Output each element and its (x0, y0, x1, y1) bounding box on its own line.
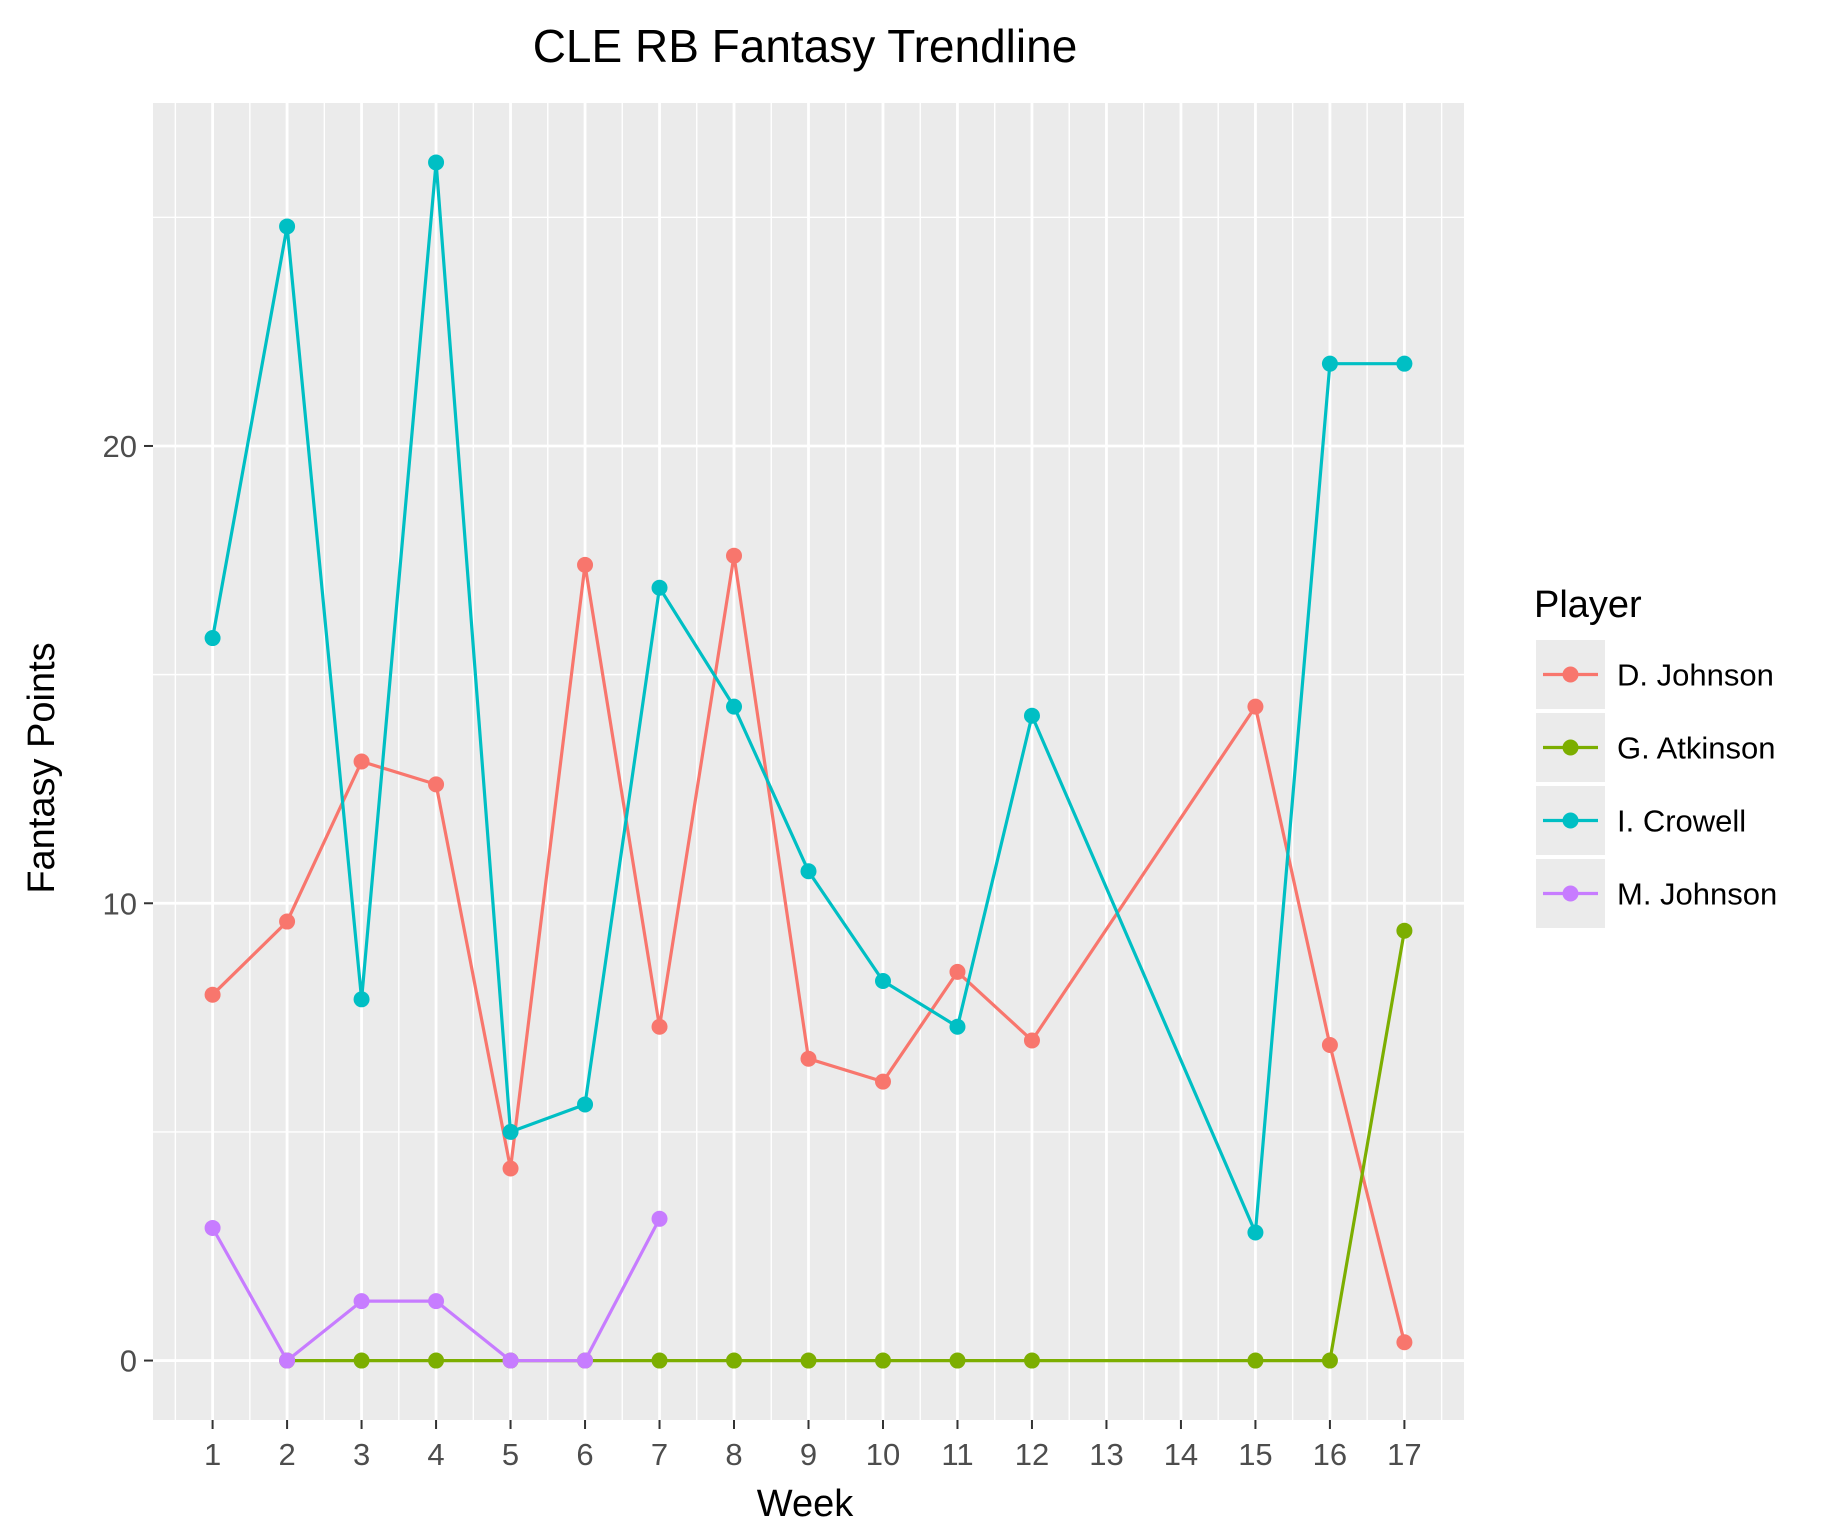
data-point-g-atkinson (800, 1352, 817, 1369)
x-tick-label: 13 (1089, 1437, 1123, 1472)
x-tick-label: 4 (427, 1437, 444, 1472)
series-line-g-atkinson (287, 930, 1406, 1363)
data-point-d-johnson (279, 913, 296, 930)
x-tick-label: 9 (800, 1437, 817, 1472)
legend-key-point (1562, 812, 1579, 829)
data-point-m-johnson (651, 1210, 668, 1227)
data-point-d-johnson (1247, 698, 1264, 715)
data-point-d-johnson (726, 547, 743, 564)
x-tick-label: 15 (1238, 1437, 1272, 1472)
data-point-m-johnson (204, 1219, 221, 1236)
data-point-i-crowell (502, 1123, 519, 1140)
legend-title: Player (1534, 584, 1642, 626)
x-tick-label: 6 (576, 1437, 593, 1472)
data-point-d-johnson (1396, 1334, 1413, 1351)
legend-key-point (1562, 666, 1579, 683)
x-tick-label: 1 (204, 1437, 221, 1472)
data-point-g-atkinson (1247, 1352, 1264, 1369)
x-tick-label: 10 (866, 1437, 900, 1472)
data-point-i-crowell (353, 991, 370, 1008)
x-tick-label: 2 (278, 1437, 295, 1472)
legend-key-point (1562, 885, 1579, 902)
data-point-m-johnson (279, 1352, 296, 1369)
data-point-i-crowell (726, 698, 743, 715)
x-tick-label: 11 (941, 1437, 973, 1472)
legend-key-point (1562, 739, 1579, 756)
data-point-d-johnson (874, 1073, 891, 1090)
data-point-d-johnson (800, 1050, 817, 1067)
data-point-d-johnson (1321, 1037, 1338, 1054)
data-point-g-atkinson (651, 1352, 668, 1369)
data-point-g-atkinson (874, 1352, 891, 1369)
x-tick-label: 8 (725, 1437, 742, 1472)
data-point-i-crowell (1321, 355, 1338, 372)
data-point-g-atkinson (353, 1352, 370, 1369)
data-point-d-johnson (949, 963, 966, 980)
legend-label: I. Crowell (1617, 804, 1746, 839)
data-point-m-johnson (353, 1293, 370, 1310)
y-axis-label: Fantasy Points (21, 642, 63, 893)
data-point-g-atkinson (726, 1352, 743, 1369)
data-point-i-crowell (1247, 1224, 1264, 1241)
legend-label: G. Atkinson (1617, 731, 1776, 766)
data-point-d-johnson (577, 556, 594, 573)
data-point-g-atkinson (428, 1352, 445, 1369)
legend-item-g-atkinson: G. Atkinson (1536, 713, 1776, 782)
data-point-g-atkinson (1396, 922, 1413, 939)
data-point-m-johnson (502, 1352, 519, 1369)
y-tick-label: 0 (120, 1344, 137, 1379)
chart-title: CLE RB Fantasy Trendline (533, 20, 1078, 72)
series-layer (204, 154, 1413, 1369)
x-axis-label: Week (757, 1483, 854, 1525)
data-point-i-crowell (949, 1018, 966, 1035)
data-point-d-johnson (204, 986, 221, 1003)
data-point-i-crowell (651, 579, 668, 596)
x-tick-label: 16 (1313, 1437, 1347, 1472)
y-tick-label: 20 (103, 429, 137, 464)
data-point-g-atkinson (1023, 1352, 1040, 1369)
legend-item-i-crowell: I. Crowell (1536, 786, 1746, 855)
data-point-i-crowell (874, 973, 891, 989)
legend-item-d-johnson: D. Johnson (1536, 640, 1774, 709)
series-d-johnson (204, 547, 1413, 1351)
data-point-d-johnson (428, 776, 445, 793)
data-point-i-crowell (1396, 355, 1413, 372)
data-point-i-crowell (1023, 707, 1040, 724)
y-tick-label: 10 (103, 886, 137, 921)
series-m-johnson (204, 1210, 668, 1369)
legend-label: M. Johnson (1617, 877, 1777, 912)
x-tick-label: 14 (1164, 1437, 1198, 1472)
data-point-i-crowell (279, 218, 296, 235)
data-point-g-atkinson (949, 1352, 966, 1369)
data-point-d-johnson (353, 753, 370, 770)
data-point-m-johnson (428, 1293, 445, 1310)
x-tick-label: 3 (353, 1437, 370, 1472)
data-point-i-crowell (577, 1096, 594, 1113)
x-tick-label: 5 (502, 1437, 519, 1472)
data-point-d-johnson (502, 1160, 519, 1177)
legend-label: D. Johnson (1617, 658, 1774, 693)
data-point-d-johnson (651, 1018, 668, 1035)
x-tick-label: 17 (1387, 1437, 1421, 1472)
x-tick-label: 12 (1015, 1437, 1049, 1472)
data-point-i-crowell (204, 630, 221, 647)
series-i-crowell (204, 154, 1413, 1241)
data-point-g-atkinson (1321, 1352, 1338, 1369)
data-point-i-crowell (800, 863, 817, 880)
legend-item-m-johnson: M. Johnson (1536, 859, 1777, 928)
data-point-m-johnson (577, 1352, 594, 1369)
legend: Player D. Johnson G. Atkinson I. Crowell M.… (1534, 584, 1777, 928)
x-tick-label: 7 (651, 1437, 668, 1472)
data-point-i-crowell (428, 154, 445, 171)
data-point-d-johnson (1023, 1032, 1040, 1049)
